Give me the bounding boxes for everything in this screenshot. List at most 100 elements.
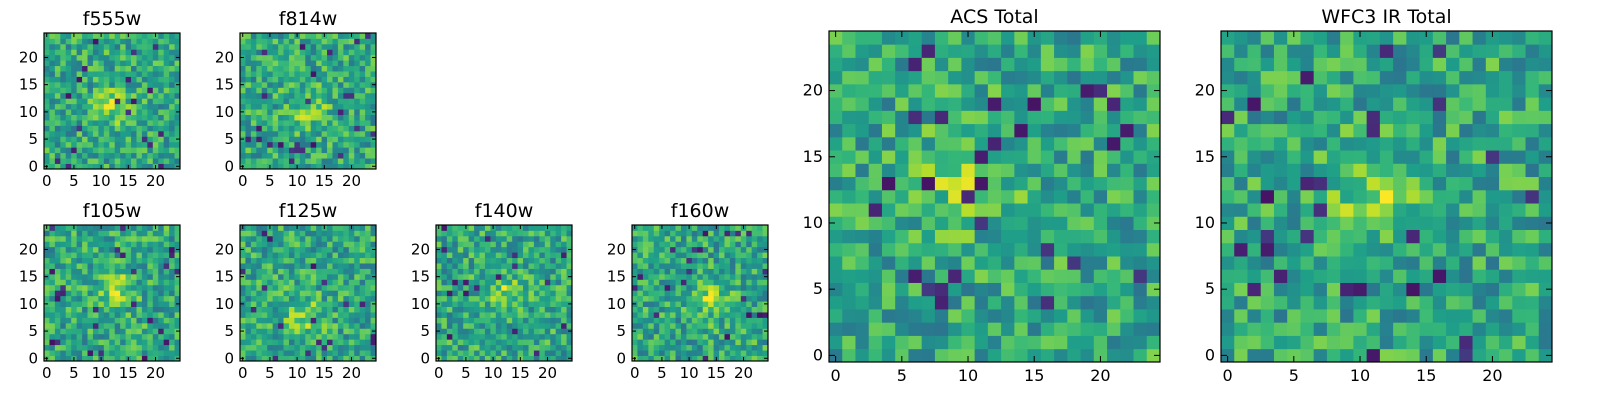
heatmap-cell: [702, 263, 709, 269]
heatmap-cell: [1234, 242, 1248, 257]
heatmap-cell: [169, 268, 175, 275]
heatmap-cell: [1014, 335, 1028, 350]
heatmap-cell: [169, 339, 175, 346]
heatmap-cell: [54, 290, 61, 297]
heatmap-cell: [868, 256, 883, 270]
heatmap-cell: [283, 120, 290, 126]
heatmap-cell: [855, 203, 870, 217]
heatmap-cell: [762, 263, 769, 269]
heatmap-cell: [1446, 229, 1460, 244]
heatmap-cell: [60, 60, 67, 67]
heatmap-cell: [327, 306, 333, 313]
heatmap-cell: [974, 269, 989, 283]
heatmap-cell: [343, 306, 350, 313]
heatmap-cell: [1313, 203, 1328, 217]
heatmap-cell: [109, 163, 116, 170]
heatmap-cell: [365, 241, 371, 248]
heatmap-cell: [648, 230, 655, 237]
heatmap-cell: [675, 273, 682, 280]
heatmap-cell: [719, 333, 725, 340]
heatmap-cell: [675, 263, 682, 269]
heatmap-cell: [664, 350, 671, 356]
heatmap-cell: [1432, 348, 1447, 363]
heatmap-cell: [974, 256, 989, 270]
heatmap-cell: [1472, 256, 1487, 270]
heatmap-cell: [365, 125, 371, 132]
heatmap-cell: [463, 279, 470, 286]
heatmap-cell: [71, 43, 78, 50]
heatmap-cell: [1093, 189, 1108, 204]
heatmap-cell: [65, 279, 72, 286]
x-tick-label: 20: [538, 364, 557, 382]
heatmap-cell: [680, 322, 687, 329]
heatmap-cell: [310, 109, 317, 115]
heatmap-cell: [272, 344, 279, 351]
heatmap-cell: [359, 43, 366, 50]
heatmap-cell: [82, 322, 88, 329]
heatmap-cell: [490, 290, 497, 297]
heatmap-cell: [321, 158, 328, 164]
heatmap-cell: [1054, 44, 1068, 58]
heatmap-cell: [1273, 269, 1288, 283]
heatmap-cell: [1014, 242, 1028, 257]
heatmap-cell: [555, 328, 562, 335]
heatmap-cell: [98, 333, 105, 340]
heatmap-cell: [1446, 309, 1460, 323]
heatmap-cell: [114, 163, 121, 170]
heatmap-cell: [92, 355, 99, 362]
heatmap-cell: [261, 295, 268, 302]
heatmap-cell: [60, 279, 67, 286]
heatmap-cell: [98, 230, 105, 237]
heatmap-cell: [343, 339, 350, 346]
heatmap-cell: [44, 268, 50, 275]
heatmap-cell: [359, 317, 366, 324]
heatmap-cell: [680, 225, 687, 231]
heatmap-cell: [163, 350, 170, 356]
heatmap-cell: [359, 130, 366, 137]
heatmap-cell: [895, 203, 909, 217]
heatmap-cell: [261, 312, 268, 318]
heatmap-cell: [561, 273, 567, 280]
heatmap-cell: [1485, 295, 1500, 310]
heatmap-cell: [751, 273, 758, 280]
heatmap-cell: [120, 87, 126, 94]
heatmap-cell: [348, 230, 355, 237]
heatmap-cell: [272, 136, 279, 143]
heatmap-cell: [746, 344, 753, 351]
heatmap-cell: [1001, 256, 1015, 270]
heatmap-cell: [343, 114, 350, 121]
heatmap-cell: [452, 328, 459, 335]
heatmap-cell: [1093, 216, 1108, 230]
heatmap-cell: [250, 235, 257, 242]
heatmap-cell: [523, 252, 529, 259]
heatmap-cell: [174, 230, 181, 237]
heatmap-cell: [1273, 229, 1288, 244]
heatmap-cell: [987, 70, 1002, 85]
heatmap-cell: [359, 125, 366, 132]
heatmap-cell: [332, 125, 339, 132]
heatmap-cell: [278, 98, 284, 105]
heatmap-cell: [348, 125, 355, 132]
heatmap-cell: [452, 230, 459, 237]
heatmap-cell: [533, 328, 540, 335]
heatmap-cell: [49, 136, 56, 143]
heatmap-cell: [842, 150, 856, 164]
heatmap-cell: [321, 235, 328, 242]
heatmap-cell: [158, 328, 165, 335]
heatmap-cell: [283, 136, 290, 143]
heatmap-cell: [92, 49, 99, 56]
heatmap-cell: [1432, 216, 1447, 230]
heatmap-cell: [1300, 322, 1315, 336]
heatmap-cell: [370, 344, 377, 351]
heatmap-cell: [659, 246, 666, 253]
heatmap-cell: [1014, 123, 1028, 138]
heatmap-cell: [92, 92, 99, 99]
heatmap-cell: [719, 235, 725, 242]
heatmap-cell: [1525, 348, 1540, 363]
heatmap-cell: [1093, 335, 1108, 350]
heatmap-cell: [54, 230, 61, 237]
heatmap-cell: [278, 284, 284, 291]
heatmap-cell: [337, 306, 344, 313]
heatmap-cell: [561, 257, 567, 264]
heatmap-cell: [71, 344, 78, 351]
